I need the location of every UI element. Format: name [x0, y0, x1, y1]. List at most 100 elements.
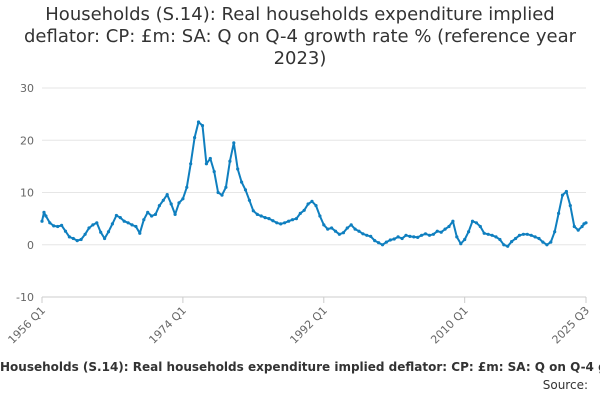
data-point[interactable] [126, 221, 130, 225]
data-point[interactable] [514, 236, 518, 241]
data-point[interactable] [44, 214, 48, 218]
data-point[interactable] [60, 223, 64, 227]
data-point[interactable] [153, 212, 158, 216]
data-point[interactable] [275, 221, 279, 225]
data-point[interactable] [455, 235, 459, 239]
series-line[interactable] [41, 121, 587, 248]
data-point[interactable] [298, 211, 302, 215]
data-point[interactable] [322, 223, 326, 227]
data-point[interactable] [533, 235, 537, 239]
data-point[interactable] [333, 229, 338, 233]
data-point[interactable] [146, 210, 150, 214]
data-point[interactable] [138, 231, 142, 235]
data-point[interactable] [216, 190, 220, 195]
data-point[interactable] [259, 214, 263, 218]
data-point[interactable] [400, 236, 404, 241]
data-point[interactable] [122, 219, 126, 223]
data-point[interactable] [384, 240, 388, 244]
data-point[interactable] [306, 202, 310, 206]
data-point[interactable] [110, 222, 114, 226]
data-point[interactable] [377, 241, 381, 245]
data-point[interactable] [185, 185, 189, 189]
data-point[interactable] [392, 237, 396, 241]
data-point[interactable] [506, 244, 510, 248]
data-point[interactable] [349, 223, 353, 227]
data-point[interactable] [224, 185, 228, 189]
data-point[interactable] [318, 214, 322, 218]
data-point[interactable] [427, 233, 432, 237]
data-point[interactable] [510, 240, 514, 244]
data-point[interactable] [240, 180, 244, 184]
data-point[interactable] [521, 232, 526, 236]
data-point[interactable] [63, 229, 68, 233]
data-point[interactable] [459, 242, 463, 246]
data-point[interactable] [200, 124, 205, 128]
data-point[interactable] [243, 188, 248, 192]
data-point[interactable] [228, 159, 232, 163]
data-point[interactable] [470, 219, 475, 223]
data-point[interactable] [423, 232, 428, 236]
data-point[interactable] [232, 141, 236, 145]
data-point[interactable] [576, 228, 580, 232]
data-point[interactable] [451, 219, 455, 223]
data-point[interactable] [412, 235, 416, 239]
data-point[interactable] [310, 199, 314, 203]
data-point[interactable] [196, 120, 201, 124]
data-point[interactable] [71, 236, 75, 241]
data-point[interactable] [435, 229, 439, 233]
data-point[interactable] [79, 237, 83, 242]
data-point[interactable] [290, 218, 295, 222]
data-point[interactable] [48, 221, 52, 225]
data-point[interactable] [114, 213, 118, 218]
data-point[interactable] [161, 198, 165, 202]
data-point[interactable] [99, 230, 103, 234]
data-point[interactable] [557, 211, 561, 215]
data-point[interactable] [361, 232, 365, 236]
data-point[interactable] [142, 218, 146, 222]
data-point[interactable] [517, 233, 522, 237]
data-point[interactable] [420, 233, 424, 237]
data-point[interactable] [165, 193, 169, 197]
data-point[interactable] [251, 209, 255, 213]
data-point[interactable] [263, 216, 267, 220]
data-point[interactable] [494, 235, 498, 239]
data-point[interactable] [541, 240, 545, 244]
data-point[interactable] [498, 237, 502, 242]
data-point[interactable] [545, 243, 549, 247]
data-point[interactable] [572, 224, 576, 229]
data-point[interactable] [560, 193, 565, 197]
data-point[interactable] [443, 227, 447, 231]
data-point[interactable] [564, 189, 569, 194]
data-point[interactable] [267, 217, 271, 221]
data-point[interactable] [87, 226, 91, 230]
data-point[interactable] [341, 231, 345, 235]
legend-entry[interactable]: Households (S.14): Real households expen… [0, 360, 600, 378]
data-point[interactable] [56, 224, 60, 229]
data-point[interactable] [314, 204, 318, 208]
data-point[interactable] [173, 212, 177, 216]
data-point[interactable] [181, 197, 185, 201]
data-point[interactable] [157, 204, 161, 208]
data-point[interactable] [91, 223, 95, 227]
data-point[interactable] [490, 233, 494, 237]
data-point[interactable] [502, 243, 506, 247]
data-point[interactable] [580, 224, 584, 229]
data-point[interactable] [67, 235, 71, 239]
data-point[interactable] [255, 212, 259, 216]
data-point[interactable] [345, 226, 349, 230]
data-point[interactable] [75, 239, 79, 243]
data-point[interactable] [247, 198, 251, 202]
data-point[interactable] [431, 232, 435, 236]
data-point[interactable] [568, 204, 572, 208]
data-point[interactable] [525, 232, 529, 236]
data-point[interactable] [373, 239, 377, 243]
data-point[interactable] [95, 221, 99, 225]
data-point[interactable] [380, 243, 385, 247]
data-point[interactable] [529, 233, 533, 237]
data-point[interactable] [353, 227, 357, 231]
data-point[interactable] [42, 210, 46, 214]
data-point[interactable] [40, 219, 44, 223]
data-point[interactable] [584, 221, 588, 225]
data-point[interactable] [463, 237, 467, 242]
data-point[interactable] [193, 136, 197, 140]
